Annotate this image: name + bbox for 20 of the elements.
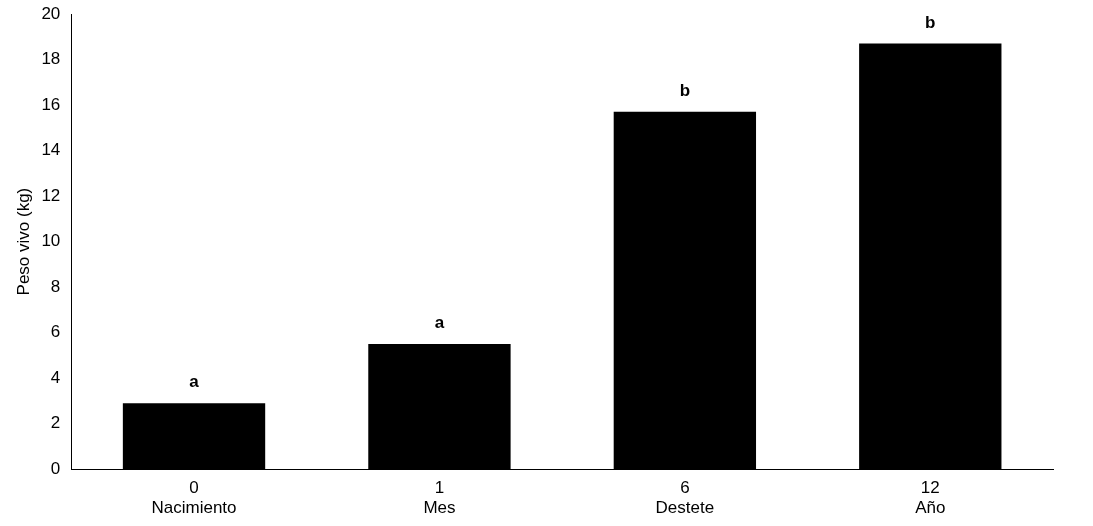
annotation: a — [434, 313, 445, 333]
y-tick-label: 6 — [50, 322, 61, 342]
y-tick-label: 18 — [41, 49, 61, 69]
y-tick-label: 10 — [41, 231, 61, 251]
y-axis-title: Peso vivo (kg) — [13, 187, 33, 296]
x-tick-label: 0 Nacimiento — [151, 478, 237, 518]
y-tick-label: 16 — [41, 94, 61, 114]
x-tick-label: 6 Destete — [655, 478, 715, 518]
y-tick-label: 8 — [50, 276, 61, 296]
y-tick-label: 12 — [41, 185, 61, 205]
x-tick-label: 1 Mes — [423, 478, 456, 518]
annotation: b — [925, 12, 936, 32]
x-tick-label: 12 Año — [915, 478, 946, 518]
annotation: a — [189, 372, 200, 392]
y-tick-label: 4 — [50, 367, 61, 387]
y-tick-label: 2 — [50, 413, 61, 433]
y-tick-label: 14 — [41, 140, 61, 160]
annotation: b — [679, 81, 691, 101]
y-tick-label: 20 — [41, 3, 61, 23]
y-tick-label: 0 — [50, 458, 61, 478]
